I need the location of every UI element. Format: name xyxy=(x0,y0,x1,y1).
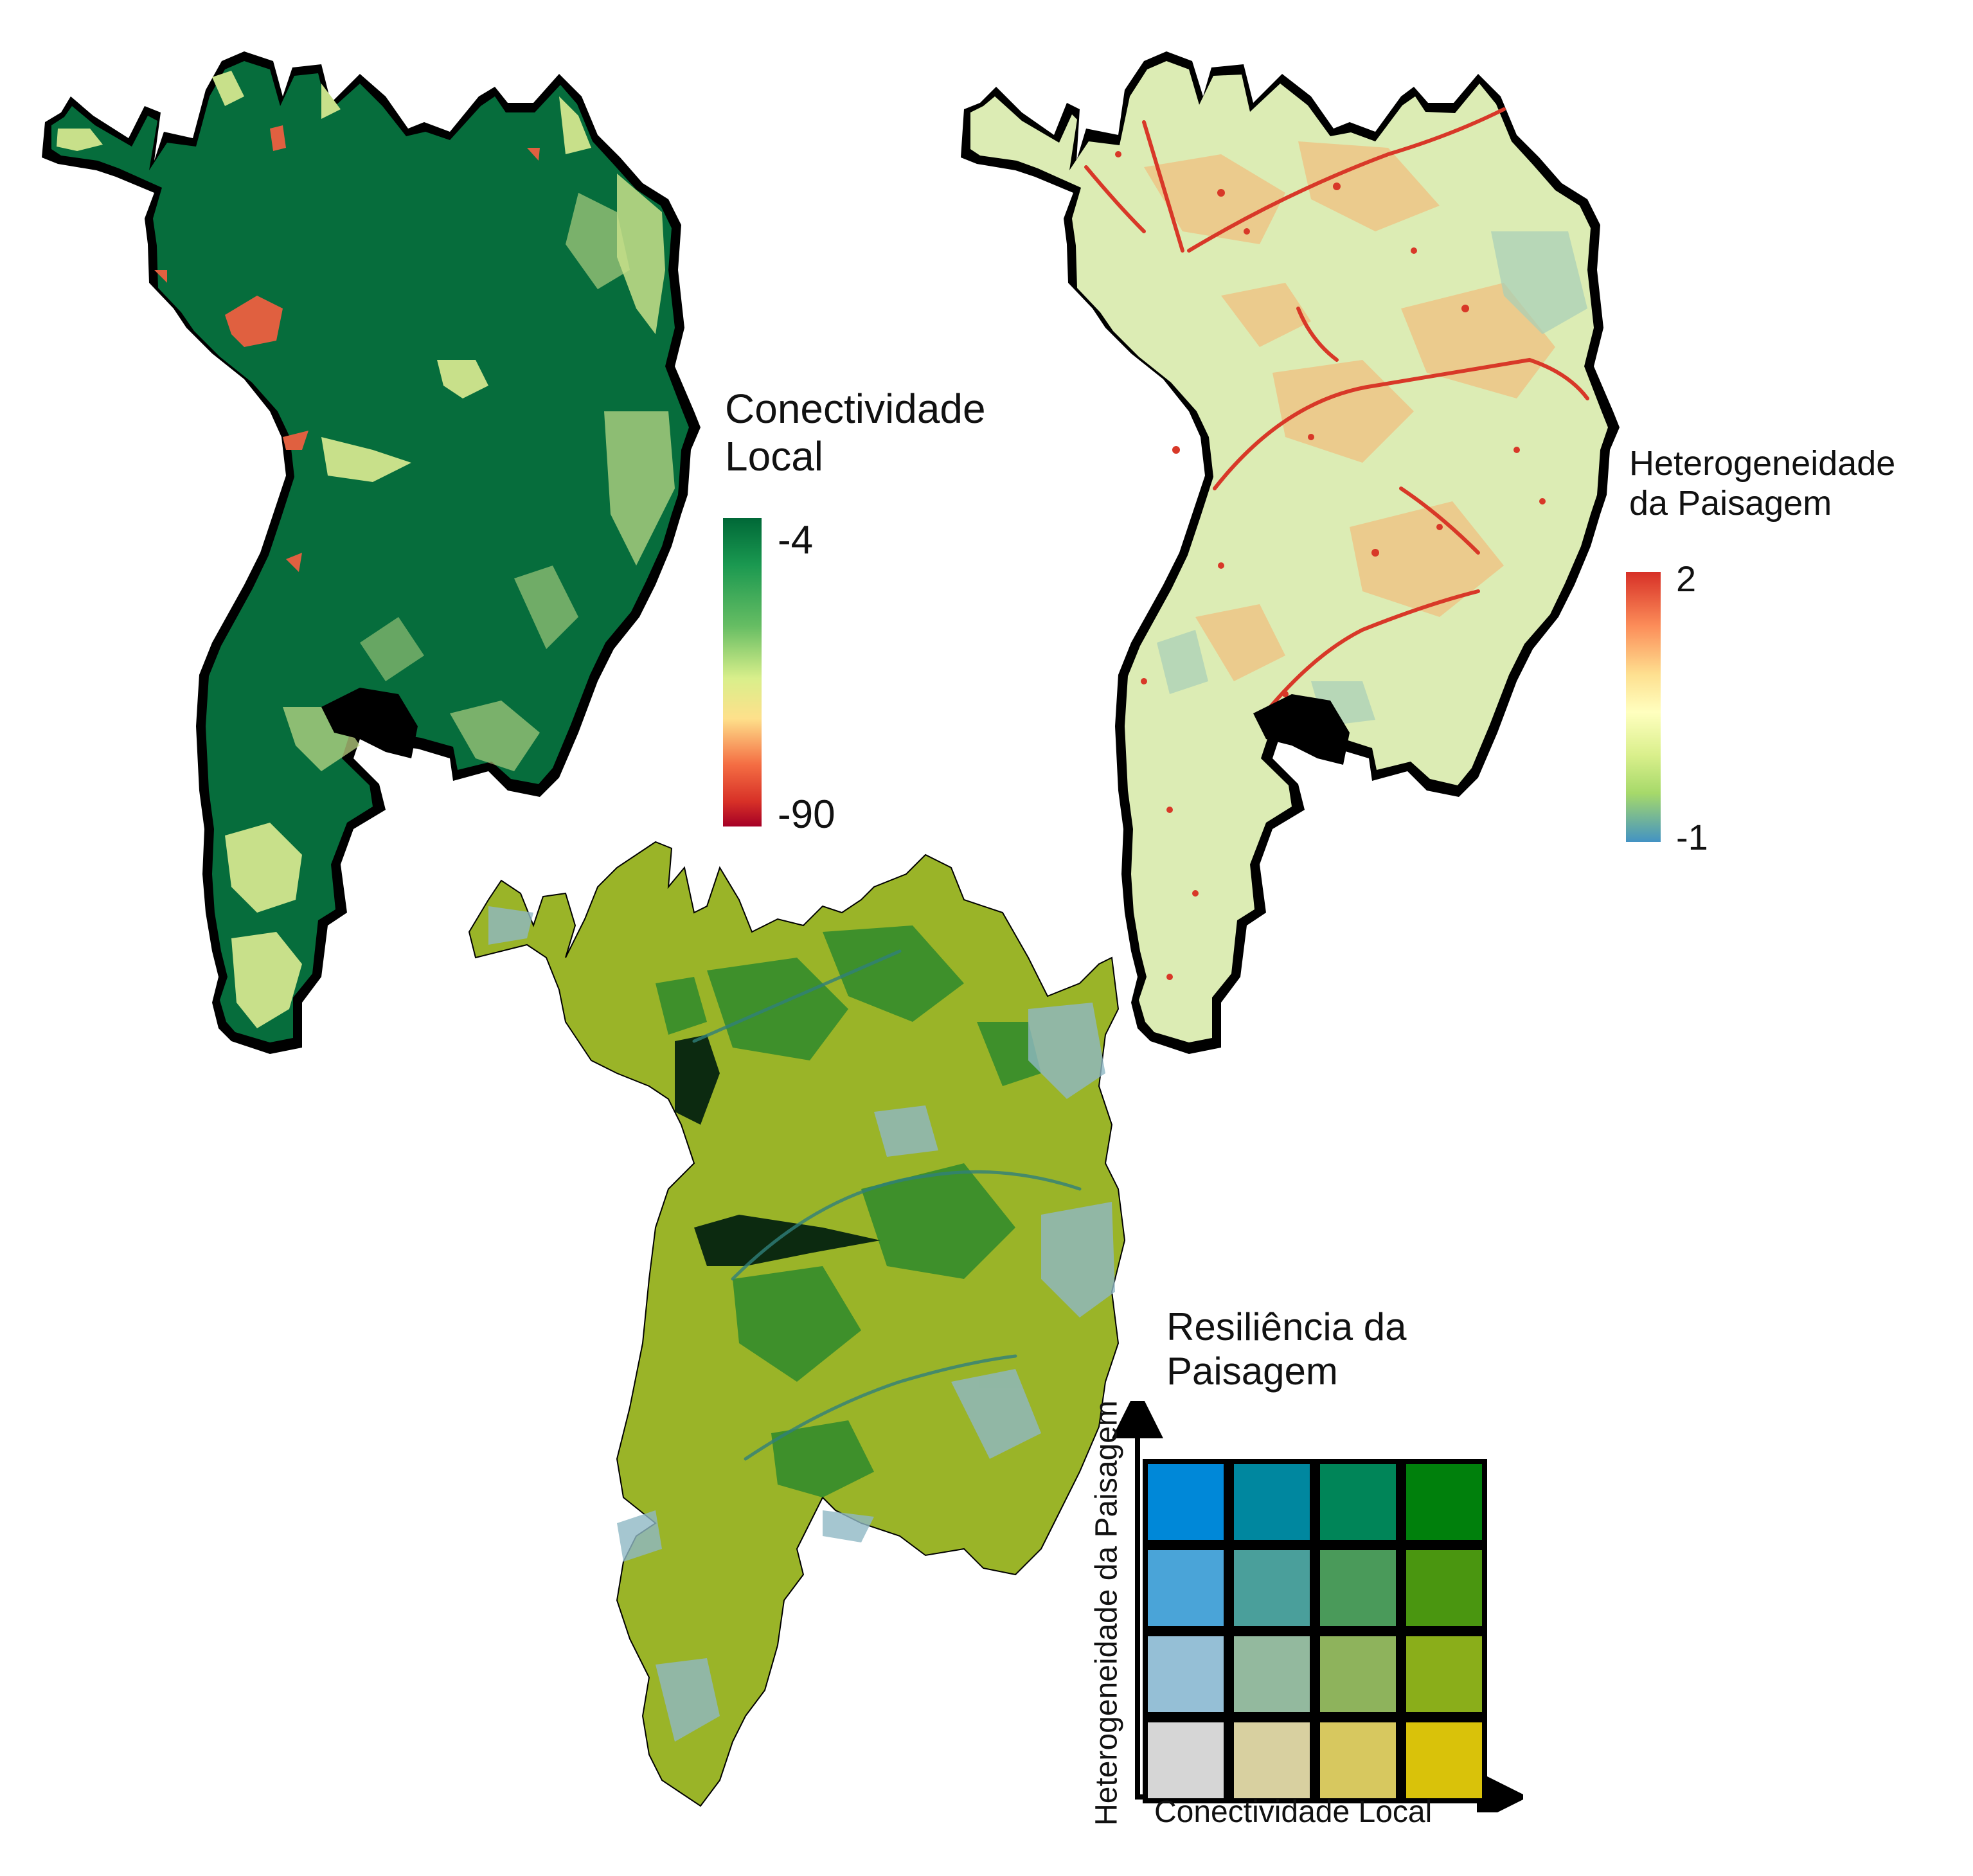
bivariate-cell-r2-c3 xyxy=(1406,1636,1482,1712)
bivariate-cell-r2-c2 xyxy=(1320,1636,1396,1712)
heterogeneity-legend-title-line1: Heterogeneidade xyxy=(1629,444,1896,483)
resilience-legend-title: Resiliência da Paisagem xyxy=(1166,1305,1407,1393)
bivariate-cell-r3-c1 xyxy=(1234,1722,1310,1798)
connectivity-map-gap xyxy=(321,688,418,758)
connectivity-legend-title-line2: Local xyxy=(725,433,823,479)
resilience-legend-title-line2: Paisagem xyxy=(1166,1350,1338,1393)
bivariate-cell-r3-c3 xyxy=(1406,1722,1482,1798)
connectivity-map xyxy=(42,51,701,1054)
heterogeneity-legend-max: 2 xyxy=(1676,558,1697,599)
bivariate-cell-r1-c1 xyxy=(1234,1550,1310,1626)
connectivity-color-ramp xyxy=(723,518,762,826)
bivariate-cell-r0-c1 xyxy=(1234,1464,1310,1540)
resilience-bivariate-legend xyxy=(1112,1401,1523,1812)
bivariate-cell-r3-c0 xyxy=(1148,1722,1224,1798)
connectivity-light-patches xyxy=(57,71,675,1028)
bivariate-cell-r1-c3 xyxy=(1406,1550,1482,1626)
bivariate-cell-r1-c2 xyxy=(1320,1550,1396,1626)
heterogeneity-hot-lines xyxy=(1084,107,1589,722)
connectivity-low-patches xyxy=(154,125,540,572)
heterogeneity-legend-title-line2: da Paisagem xyxy=(1629,484,1832,523)
heterogeneity-legend-title: Heterogeneidade da Paisagem xyxy=(1629,443,1895,523)
bivariate-cell-r0-c0 xyxy=(1148,1464,1224,1540)
resilience-green-patches xyxy=(656,925,1041,1497)
resilience-dark-patches xyxy=(675,1035,880,1266)
bivariate-grid xyxy=(1143,1459,1487,1803)
connectivity-legend-min: -90 xyxy=(778,792,835,837)
bivariate-cell-r0-c2 xyxy=(1320,1464,1396,1540)
resilience-blue-patches xyxy=(488,906,1115,1742)
resilience-x-axis-label: Conectividade Local xyxy=(1154,1795,1433,1829)
connectivity-legend-title: Conectividade Local xyxy=(725,386,986,480)
heterogeneity-blue-patches xyxy=(1157,231,1587,726)
bivariate-cell-r2-c0 xyxy=(1148,1636,1224,1712)
resilience-y-axis-label: Heterogeneidade da Paisagem xyxy=(1089,1400,1124,1826)
heterogeneity-map xyxy=(961,51,1620,1054)
heterogeneity-color-ramp xyxy=(1626,572,1661,842)
bivariate-cell-r2-c1 xyxy=(1234,1636,1310,1712)
connectivity-map-area xyxy=(51,61,689,1042)
resilience-legend-title-line1: Resiliência da xyxy=(1166,1305,1407,1348)
heterogeneity-hot-specks xyxy=(1115,151,1546,980)
heterogeneity-map-gap xyxy=(1253,694,1350,765)
resilience-river-lines xyxy=(692,949,1082,1461)
bivariate-cell-r1-c0 xyxy=(1148,1550,1224,1626)
connectivity-legend-max: -4 xyxy=(778,518,814,562)
bivariate-cell-r3-c2 xyxy=(1320,1722,1396,1798)
connectivity-legend-title-line1: Conectividade xyxy=(725,386,986,432)
heterogeneity-legend-min: -1 xyxy=(1676,817,1708,857)
resilience-map xyxy=(468,841,1126,1807)
bivariate-cell-r0-c3 xyxy=(1406,1464,1482,1540)
